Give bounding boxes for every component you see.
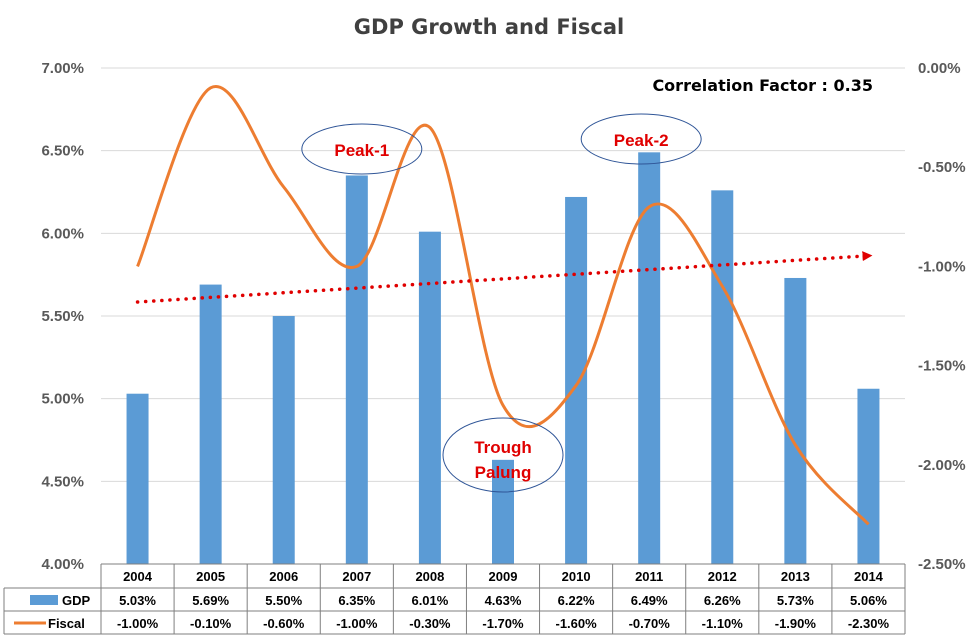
fiscal-line-layer (136, 84, 870, 526)
gdp-data-label: 6.01% (411, 593, 448, 608)
fiscal-data-label: -2.30% (848, 616, 890, 631)
right-tick-label: 0.00% (918, 60, 961, 77)
gdp-data-label: 5.06% (850, 593, 887, 608)
x-tick-label: 2008 (415, 569, 444, 584)
x-tick-label: 2014 (854, 569, 884, 584)
gdp-data-label: 6.35% (338, 593, 375, 608)
fiscal-data-label: -0.30% (409, 616, 451, 631)
left-tick-label: 6.50% (41, 143, 84, 160)
fiscal-data-label: -0.10% (190, 616, 232, 631)
trough-ellipse (442, 417, 564, 493)
legend-fiscal-label: Fiscal (48, 616, 85, 631)
left-tick-label: 5.00% (41, 391, 84, 408)
right-tick-label: -2.50% (918, 556, 966, 573)
trough-label: Trough (474, 438, 532, 457)
gdp-bar (418, 231, 441, 564)
gdp-data-label: 6.49% (631, 593, 668, 608)
peak-2-ellipse (580, 113, 702, 165)
data-table: 2004 5.03% -1.00% 2005 5.69% -0.10% 2006 5.50% -… (3, 563, 906, 635)
annotations: Correlation Factor : 0.35 Peak-1 Peak-2 Tro… (301, 76, 873, 493)
gridlines (101, 67, 905, 565)
left-axis: 4.00% 4.50% 5.00% 5.50% 6.00% 6.50% 7.00% (41, 60, 84, 573)
gdp-bar (857, 388, 880, 564)
fiscal-data-label: -1.00% (117, 616, 159, 631)
left-tick-label: 7.00% (41, 60, 84, 77)
gdp-bar (199, 284, 222, 564)
gdp-data-label: 6.26% (704, 593, 741, 608)
fiscal-data-label: -0.70% (629, 616, 671, 631)
right-tick-label: -1.50% (918, 358, 966, 375)
left-tick-label: 4.00% (41, 556, 84, 573)
palung-label: Palung (475, 463, 532, 482)
gdp-data-label: 5.73% (777, 593, 814, 608)
gdp-data-label: 5.50% (265, 593, 302, 608)
gdp-bar (638, 152, 661, 564)
gdp-bar (492, 459, 514, 564)
gdp-bar (784, 277, 807, 564)
fiscal-line (136, 84, 870, 526)
fiscal-data-label: -1.10% (702, 616, 744, 631)
legend-gdp-swatch (30, 595, 58, 605)
gdp-data-label: 5.69% (192, 593, 229, 608)
fiscal-data-label: -1.70% (482, 616, 524, 631)
right-tick-label: -2.00% (918, 457, 966, 474)
correlation-label: Correlation Factor : 0.35 (652, 76, 873, 95)
right-tick-label: -1.00% (918, 258, 966, 275)
right-axis: -2.50% -2.00% -1.50% -1.00% -0.50% 0.00% (918, 60, 966, 573)
gdp-bar (711, 190, 734, 564)
peak-2-label: Peak-2 (614, 131, 669, 150)
gdp-bar (345, 175, 368, 564)
x-tick-label: 2013 (781, 569, 810, 584)
x-tick-label: 2012 (708, 569, 737, 584)
gdp-data-label: 6.22% (558, 593, 595, 608)
fiscal-data-label: -1.90% (775, 616, 817, 631)
left-tick-label: 5.50% (41, 308, 84, 325)
chart-title: GDP Growth and Fiscal (354, 15, 624, 39)
x-tick-label: 2004 (123, 569, 153, 584)
fiscal-data-label: -1.00% (336, 616, 378, 631)
x-tick-label: 2006 (269, 569, 298, 584)
x-tick-label: 2010 (562, 569, 591, 584)
fiscal-data-label: -1.60% (555, 616, 597, 631)
right-tick-label: -0.50% (918, 159, 966, 176)
gdp-data-label: 5.03% (119, 593, 156, 608)
left-tick-label: 6.00% (41, 225, 84, 242)
gdp-bars (126, 152, 880, 564)
gdp-bar (126, 393, 149, 564)
x-tick-label: 2011 (635, 569, 663, 584)
trendline-layer (135, 251, 873, 304)
x-tick-label: 2007 (342, 569, 371, 584)
gdp-bar (272, 316, 295, 564)
gdp-bar (565, 196, 588, 564)
trendline (135, 251, 873, 304)
x-tick-label: 2005 (196, 569, 225, 584)
fiscal-data-label: -0.60% (263, 616, 305, 631)
peak-1-label: Peak-1 (334, 141, 389, 160)
peak-1-ellipse (301, 123, 423, 175)
gdp-data-label: 4.63% (485, 593, 522, 608)
legend-gdp-label: GDP (62, 593, 91, 608)
left-tick-label: 4.50% (41, 473, 84, 490)
x-tick-label: 2009 (489, 569, 518, 584)
